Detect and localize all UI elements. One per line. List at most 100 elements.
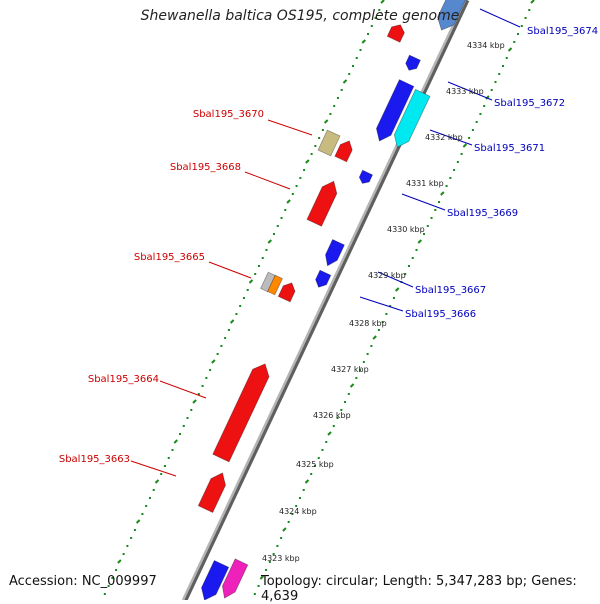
ruler-dot	[227, 329, 230, 331]
ruler-dot	[520, 25, 523, 27]
ruler-dot	[160, 473, 163, 475]
tick-label: 4334 kbp	[467, 41, 505, 50]
ruler-dot	[325, 441, 328, 443]
ruler-dot	[415, 249, 418, 251]
leader-line-sbal195-3669	[401, 193, 446, 211]
ruler-dot	[133, 529, 136, 531]
ruler-dot	[321, 129, 324, 131]
ruler-dot	[254, 273, 257, 275]
ruler-dash	[530, 0, 535, 4]
gene-label-sbal195-3674: Sbal195_3674	[527, 26, 598, 37]
ruler-dot	[377, 329, 380, 331]
ruler-dot	[321, 449, 324, 451]
ruler-dot	[115, 569, 118, 571]
ruler-dot	[257, 585, 260, 587]
ruler-dot	[280, 537, 283, 539]
leader-line-sbal195-3665	[208, 261, 252, 279]
outer-ruler-left	[103, 0, 385, 595]
ruler-dot	[332, 425, 335, 427]
ruler-dash	[282, 527, 287, 532]
tick-label: 4326 kbp	[313, 411, 351, 420]
ruler-dot	[438, 201, 441, 203]
ruler-dot	[374, 17, 377, 19]
ruler-dot	[122, 553, 125, 555]
ruler-dot	[517, 33, 520, 35]
leader-line-sbal195-3664	[159, 380, 207, 399]
ruler-dot	[370, 345, 373, 347]
ruler-dash	[361, 39, 366, 44]
ruler-dot	[411, 257, 414, 259]
gene-sbal195-3665-arrow	[277, 282, 296, 303]
gene-sbal195-3669-arrow	[358, 169, 374, 184]
ruler-dot	[407, 265, 410, 267]
ruler-dot	[355, 377, 358, 379]
tick-label: 4329 kbp	[368, 271, 406, 280]
ruler-dot	[141, 513, 144, 515]
ruler-dash	[117, 559, 122, 564]
ruler-dot	[490, 89, 493, 91]
ruler-dot	[261, 257, 264, 259]
ruler-dot	[268, 561, 271, 563]
leader-line-sbal195-3663	[130, 460, 177, 477]
ruler-dash	[135, 519, 141, 524]
ruler-dot	[239, 305, 242, 307]
gene-sbal195-3671a-arrow	[375, 79, 415, 142]
ruler-dot	[479, 113, 482, 115]
gene-sbal195-3672-arrow	[405, 54, 421, 71]
ruler-dot	[273, 233, 276, 235]
ruler-dot	[303, 169, 306, 171]
ruler-dot	[224, 337, 227, 339]
gene-sbal195-3670-box	[317, 129, 341, 157]
ruler-dot	[367, 33, 370, 35]
ruler-dot	[246, 289, 249, 291]
tick-label: 4330 kbp	[387, 225, 425, 234]
ruler-dash	[229, 319, 235, 324]
ruler-dot	[242, 297, 245, 299]
ruler-dot	[359, 369, 362, 371]
gene-label-sbal195-3672: Sbal195_3672	[494, 98, 565, 109]
ruler-dot	[276, 225, 279, 227]
ruler-dot	[404, 273, 407, 275]
ruler-dash	[507, 47, 513, 52]
ruler-dot	[524, 17, 527, 19]
ruler-dot	[209, 369, 212, 371]
gene-label-sbal195-3671: Sbal195_3671	[474, 143, 545, 154]
ruler-dot	[329, 113, 332, 115]
leader-line-sbal195-3668	[244, 171, 291, 190]
ruler-dash	[417, 239, 422, 244]
ruler-dot	[392, 297, 395, 299]
ruler-dot	[381, 321, 384, 323]
ruler-dash	[323, 119, 329, 124]
ruler-dot	[257, 265, 260, 267]
ruler-dot	[291, 193, 294, 195]
ruler-dot	[298, 497, 301, 499]
ruler-dot	[434, 209, 437, 211]
ruler-dot	[197, 393, 200, 395]
tick-label: 4323 kbp	[262, 554, 300, 563]
ruler-dot	[179, 433, 182, 435]
ruler-dot	[167, 457, 170, 459]
backbone	[181, 0, 467, 601]
ruler-dot	[186, 417, 189, 419]
ruler-dot	[336, 97, 339, 99]
ruler-dot	[295, 185, 298, 187]
ruler-dot	[148, 497, 151, 499]
inner-ruler-right	[253, 0, 535, 595]
tick-label: 4331 kbp	[406, 179, 444, 188]
gene-sbal195-3668-arrow	[306, 180, 338, 227]
ruler-dot	[310, 153, 313, 155]
ruler-dot	[216, 353, 219, 355]
ruler-dot	[344, 401, 347, 403]
ruler-dash	[286, 199, 291, 204]
ruler-dot	[145, 505, 148, 507]
ruler-dot	[430, 217, 433, 219]
gene-sbal195-3664-arrow	[212, 363, 270, 463]
ruler-dash	[349, 383, 355, 388]
ruler-dot	[171, 449, 174, 451]
ruler-dot	[505, 57, 508, 59]
ruler-dot	[313, 465, 316, 467]
ruler-dot	[287, 521, 290, 523]
ruler-dot	[501, 65, 504, 67]
ruler-dot	[182, 425, 185, 427]
